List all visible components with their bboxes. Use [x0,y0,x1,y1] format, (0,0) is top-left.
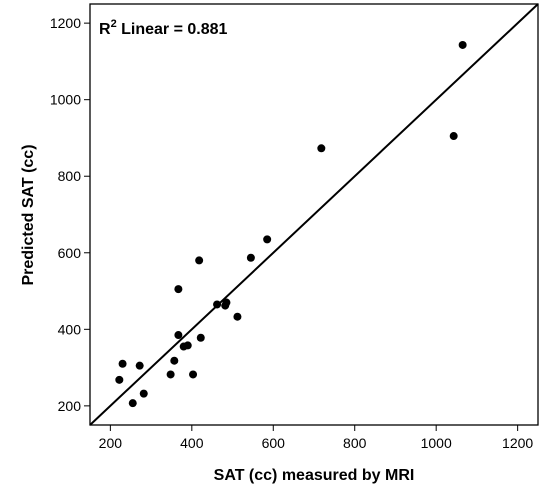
data-point [174,285,183,294]
data-point [115,375,124,384]
r-squared-value: Linear = 0.881 [117,21,228,38]
data-point [166,370,175,379]
r-superscript: 2 [111,18,117,30]
data-point [221,301,230,310]
data-point [263,235,272,244]
x-axis-label: SAT (cc) measured by MRI [214,467,415,484]
y-tick-label: 1200 [50,15,81,31]
reference-line [89,3,539,426]
y-tick-label: 400 [58,321,82,337]
y-axis: 200 400 600 800 1000 1200 [50,15,90,414]
x-tick-label: 1200 [502,435,533,451]
data-point [118,359,127,368]
y-tick-label: 1000 [50,92,81,108]
data-point [179,342,188,351]
data-point [196,333,205,342]
data-point [449,132,458,141]
data-point [170,356,179,365]
data-point [139,389,148,398]
data-point [135,361,144,370]
y-tick-label: 800 [58,168,82,184]
x-tick-label: 600 [262,435,286,451]
data-point [233,312,242,321]
x-tick-label: 200 [99,435,123,451]
data-point [174,331,183,340]
data-points [115,40,467,408]
data-point [458,40,467,49]
y-axis-label: Predicted SAT (cc) [20,144,37,285]
x-axis: 200 400 600 800 1000 1200 [99,425,533,451]
x-tick-label: 400 [180,435,204,451]
data-point [189,370,198,379]
y-tick-label: 600 [58,245,82,261]
x-tick-label: 1000 [421,435,452,451]
y-tick-label: 200 [58,398,82,414]
r-squared-annotation: R2 Linear = 0.881 [99,18,228,38]
plot-area-frame [89,3,539,426]
data-point [317,144,326,153]
x-tick-label: 800 [343,435,367,451]
data-point [213,300,222,309]
data-point [128,399,137,408]
data-point [195,256,204,265]
r-symbol: R [99,21,111,38]
data-point [246,253,255,262]
